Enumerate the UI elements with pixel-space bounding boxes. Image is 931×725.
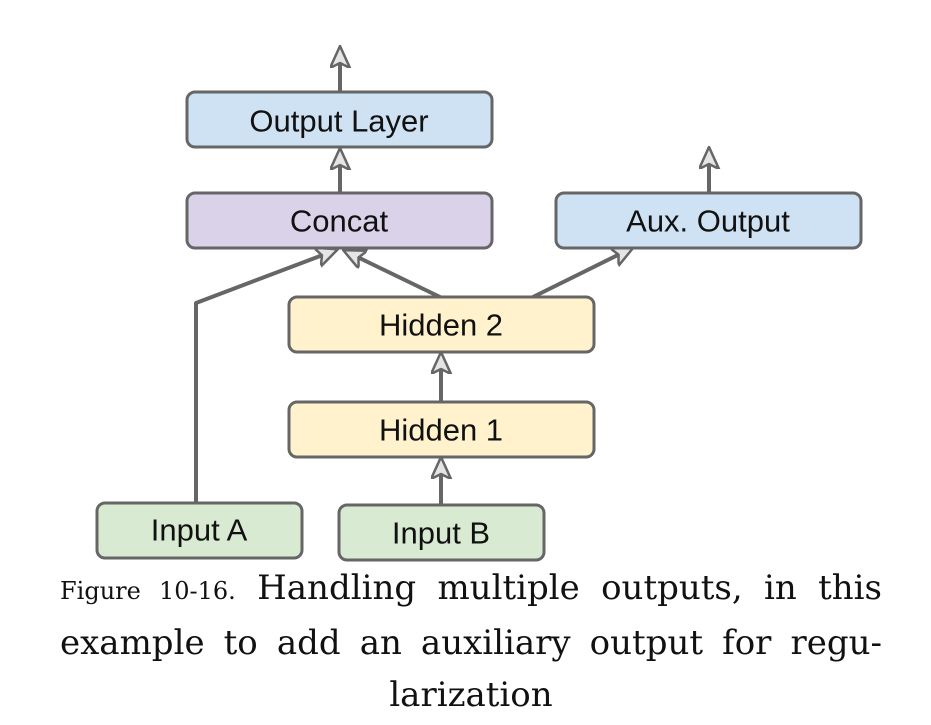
figure-caption-text: Handling multiple outputs, in this examp…	[60, 568, 882, 715]
neural-network-diagram: Output Layer Concat Aux. Output Hidden 2…	[95, 0, 863, 562]
node-aux-output-box	[554, 191, 863, 250]
node-hidden-2: Hidden 2	[287, 295, 596, 354]
node-hidden-2-label: Hidden 2	[379, 308, 503, 343]
node-output-layer: Output Layer	[185, 90, 494, 149]
node-aux-output: Aux. Output	[554, 191, 863, 250]
node-aux-output-label: Aux. Output	[626, 204, 790, 239]
node-input-b-box	[337, 503, 546, 562]
node-input-b: Input B	[337, 503, 546, 562]
edge-hidden2-to-aux-output	[531, 248, 632, 299]
node-output-layer-label: Output Layer	[249, 104, 428, 139]
node-hidden-1: Hidden 1	[287, 400, 596, 459]
figure-caption-label: Figure 10-16.	[60, 577, 236, 605]
node-concat-label: Concat	[290, 204, 389, 239]
edge-hidden2-to-concat	[345, 251, 442, 299]
edge-input-a-to-concat	[194, 250, 336, 505]
node-concat-box	[185, 191, 494, 250]
node-input-a-label: Input A	[151, 513, 248, 548]
node-input-b-label: Input B	[392, 516, 490, 551]
node-output-layer-box	[185, 90, 494, 149]
node-hidden-1-label: Hidden 1	[379, 413, 503, 448]
figure-caption: Figure 10-16. Handling multiple outputs,…	[60, 562, 882, 721]
node-input-a-box	[95, 501, 304, 560]
node-input-a: Input A	[95, 501, 304, 560]
node-hidden-1-box	[287, 400, 596, 459]
node-hidden-2-box	[287, 295, 596, 354]
node-concat: Concat	[185, 191, 494, 250]
